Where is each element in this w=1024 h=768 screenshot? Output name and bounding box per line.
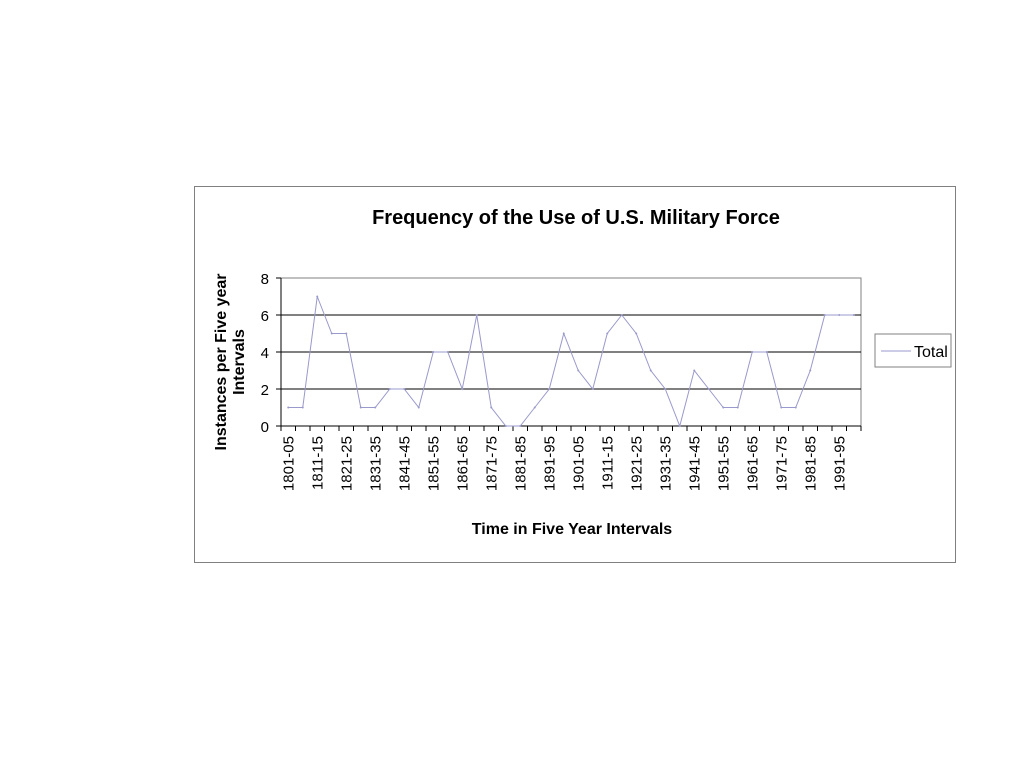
y-tick-label-0: 0 (261, 419, 269, 436)
data-point-1986-90 (823, 314, 826, 316)
x-tick-label-1951-55: 1951-55 (715, 436, 732, 491)
data-point-1801-05 (287, 406, 290, 409)
data-point-1856-60 (446, 351, 449, 353)
y-tick-label-6: 6 (261, 308, 269, 325)
plot-area: 0 2 4 6 8 1801-05 1811-15 1821-25 1831-35 1841-45… (261, 271, 862, 491)
data-point-1841-45 (403, 388, 406, 390)
data-point-1806-10 (301, 406, 304, 409)
data-point-1891-95 (548, 388, 551, 390)
data-point-1861-65 (461, 388, 464, 390)
x-tick-label-1961-65: 1961-65 (744, 436, 761, 491)
data-point-1921-25 (635, 332, 638, 335)
data-point-1816-20 (330, 332, 333, 335)
data-point-1831-35 (374, 406, 377, 409)
x-tick-label-1811-15: 1811-15 (309, 436, 326, 490)
x-tick-label-1871-75: 1871-75 (483, 436, 500, 491)
y-tick-label-8: 8 (261, 271, 269, 288)
y-tick-label-4: 4 (261, 345, 269, 362)
data-point-1886-90 (533, 406, 536, 409)
x-tick-label-1911-15: 1911-15 (599, 436, 616, 490)
legend: Total (874, 333, 952, 368)
x-tick-label-1941-45: 1941-45 (686, 436, 703, 491)
data-point-1991-95 (838, 314, 841, 316)
chart-frame: Frequency of the Use of U.S. Military Fo… (194, 186, 956, 563)
x-tick-label-1901-05: 1901-05 (570, 436, 587, 491)
data-point-1936-40 (678, 425, 681, 427)
x-tick-label-1861-65: 1861-65 (454, 436, 471, 491)
y-axis-title-line-1: Instances per Five year (213, 274, 230, 451)
x-tick-label-1991-95: 1991-95 (831, 436, 848, 491)
x-tick-label-1881-85: 1881-85 (512, 436, 529, 491)
data-point-1941-45 (693, 369, 696, 372)
y-tick-label-2: 2 (261, 382, 269, 399)
x-tick-label-1801-05: 1801-05 (280, 436, 297, 491)
legend-label-total: Total (914, 344, 948, 361)
data-point-1976-80 (794, 406, 797, 409)
x-tick-label-1981-85: 1981-85 (802, 436, 819, 491)
x-tick-label-1821-25: 1821-25 (338, 436, 355, 491)
data-point-1866-70 (475, 314, 478, 316)
data-point-1981-85 (809, 369, 812, 372)
data-point-1846-50 (417, 406, 420, 409)
data-point-1951-55 (722, 406, 725, 409)
x-tick-label-1851-55: 1851-55 (425, 436, 442, 491)
data-point-1826-30 (359, 406, 362, 409)
x-tick-label-1921-25: 1921-25 (628, 436, 645, 491)
data-point-1961-65 (751, 351, 754, 353)
data-point-1871-75 (490, 406, 493, 409)
x-tick-label-1841-45: 1841-45 (396, 436, 413, 491)
data-point-1851-55 (432, 351, 435, 353)
y-axis-title-line-2: Intervals (231, 329, 248, 395)
data-point-1836-40 (388, 388, 391, 390)
series-line-total (288, 296, 854, 428)
data-point-1906-10 (591, 388, 594, 390)
data-point-1896-1900 (562, 332, 565, 335)
data-point-1821-25 (345, 332, 348, 335)
data-point-1931-35 (664, 388, 667, 390)
data-point-1996-2000 (852, 314, 855, 316)
data-point-1901-05 (577, 369, 580, 372)
data-point-1911-15 (606, 332, 609, 335)
x-tick-label-1931-35: 1931-35 (657, 436, 674, 491)
data-point-1916-20 (620, 314, 623, 316)
data-point-1966-70 (765, 351, 768, 353)
x-tick-label-1891-95: 1891-95 (541, 436, 558, 491)
chart-svg: Frequency of the Use of U.S. Military Fo… (213, 207, 952, 538)
data-point-1811-15 (316, 295, 319, 298)
x-axis-title: Time in Five Year Intervals (472, 521, 673, 538)
data-point-1971-75 (780, 406, 783, 409)
data-point-1956-60 (736, 406, 739, 409)
chart-title: Frequency of the Use of U.S. Military Fo… (372, 207, 780, 229)
data-point-1946-50 (707, 388, 710, 390)
data-point-1881-85 (519, 425, 522, 427)
x-tick-label-1831-35: 1831-35 (367, 436, 384, 491)
data-point-1926-30 (649, 369, 652, 372)
x-tick-label-1971-75: 1971-75 (773, 436, 790, 491)
data-point-1876-80 (504, 425, 507, 427)
